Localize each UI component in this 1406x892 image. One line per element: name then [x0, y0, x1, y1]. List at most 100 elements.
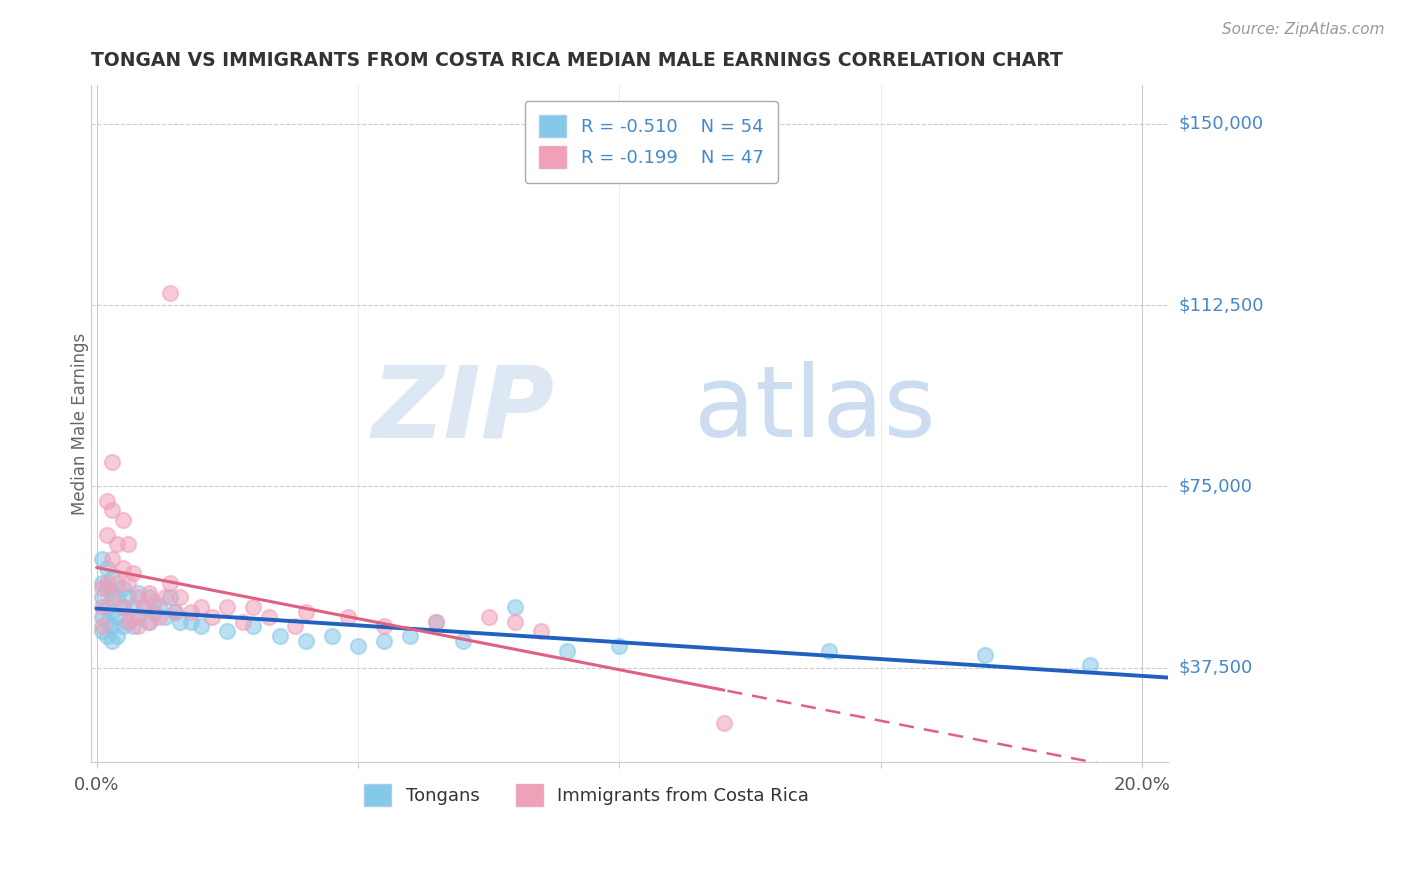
Point	[132, 600, 155, 615]
Point	[127, 585, 149, 599]
Point	[242, 600, 264, 615]
Point	[530, 624, 553, 639]
Point	[127, 591, 149, 605]
Point	[117, 576, 139, 591]
Point	[138, 615, 160, 629]
Point	[96, 527, 118, 541]
Point	[90, 609, 112, 624]
Point	[503, 615, 526, 629]
Point	[284, 619, 307, 633]
Point	[713, 716, 735, 731]
Point	[90, 551, 112, 566]
Point	[143, 605, 166, 619]
Point	[96, 581, 118, 595]
Point	[111, 619, 134, 633]
Point	[90, 591, 112, 605]
Point	[101, 605, 124, 619]
Point	[107, 537, 129, 551]
Point	[180, 605, 202, 619]
Point	[153, 591, 176, 605]
Point	[163, 605, 186, 619]
Point	[159, 591, 181, 605]
Point	[111, 600, 134, 615]
Point	[96, 493, 118, 508]
Point	[138, 615, 160, 629]
Point	[96, 561, 118, 575]
Point	[425, 615, 447, 629]
Point	[169, 615, 191, 629]
Point	[122, 619, 145, 633]
Point	[217, 600, 239, 615]
Text: TONGAN VS IMMIGRANTS FROM COSTA RICA MEDIAN MALE EARNINGS CORRELATION CHART: TONGAN VS IMMIGRANTS FROM COSTA RICA MED…	[91, 51, 1063, 70]
Point	[127, 619, 149, 633]
Point	[232, 615, 254, 629]
Point	[257, 609, 280, 624]
Point	[101, 634, 124, 648]
Point	[190, 619, 212, 633]
Point	[90, 600, 112, 615]
Point	[101, 585, 124, 599]
Point	[117, 591, 139, 605]
Point	[143, 595, 166, 609]
Point	[101, 455, 124, 469]
Point	[122, 609, 145, 624]
Point	[242, 619, 264, 633]
Point	[117, 537, 139, 551]
Y-axis label: Median Male Earnings: Median Male Earnings	[72, 333, 89, 515]
Point	[127, 609, 149, 624]
Point	[148, 600, 170, 615]
Point	[294, 605, 316, 619]
Point	[101, 551, 124, 566]
Point	[122, 600, 145, 615]
Point	[90, 624, 112, 639]
Point	[90, 576, 112, 591]
Point	[107, 576, 129, 591]
Point	[101, 571, 124, 585]
Point	[609, 639, 631, 653]
Point	[555, 643, 578, 657]
Point	[101, 591, 124, 605]
Point	[294, 634, 316, 648]
Point	[96, 600, 118, 615]
Point	[96, 629, 118, 643]
Point	[96, 576, 118, 591]
Legend: Tongans, Immigrants from Costa Rica: Tongans, Immigrants from Costa Rica	[357, 777, 817, 814]
Point	[817, 643, 839, 657]
Point	[107, 629, 129, 643]
Point	[117, 615, 139, 629]
Point	[111, 581, 134, 595]
Point	[148, 609, 170, 624]
Point	[107, 591, 129, 605]
Point	[132, 600, 155, 615]
Point	[101, 619, 124, 633]
Point	[107, 609, 129, 624]
Point	[111, 600, 134, 615]
Point	[321, 629, 343, 643]
Point	[200, 609, 222, 624]
Point	[153, 609, 176, 624]
Point	[122, 566, 145, 581]
Point	[159, 285, 181, 300]
Text: $75,000: $75,000	[1178, 477, 1253, 495]
Point	[138, 585, 160, 599]
Text: atlas: atlas	[695, 361, 936, 458]
Point	[336, 609, 359, 624]
Point	[503, 600, 526, 615]
Point	[163, 605, 186, 619]
Point	[373, 619, 395, 633]
Point	[974, 648, 997, 663]
Text: ZIP: ZIP	[371, 361, 554, 458]
Point	[159, 576, 181, 591]
Point	[269, 629, 291, 643]
Point	[111, 513, 134, 527]
Point	[190, 600, 212, 615]
Point	[169, 591, 191, 605]
Point	[217, 624, 239, 639]
Text: Source: ZipAtlas.com: Source: ZipAtlas.com	[1222, 22, 1385, 37]
Point	[90, 581, 112, 595]
Point	[111, 561, 134, 575]
Text: $150,000: $150,000	[1178, 115, 1264, 133]
Point	[399, 629, 422, 643]
Text: $37,500: $37,500	[1178, 658, 1253, 676]
Point	[138, 591, 160, 605]
